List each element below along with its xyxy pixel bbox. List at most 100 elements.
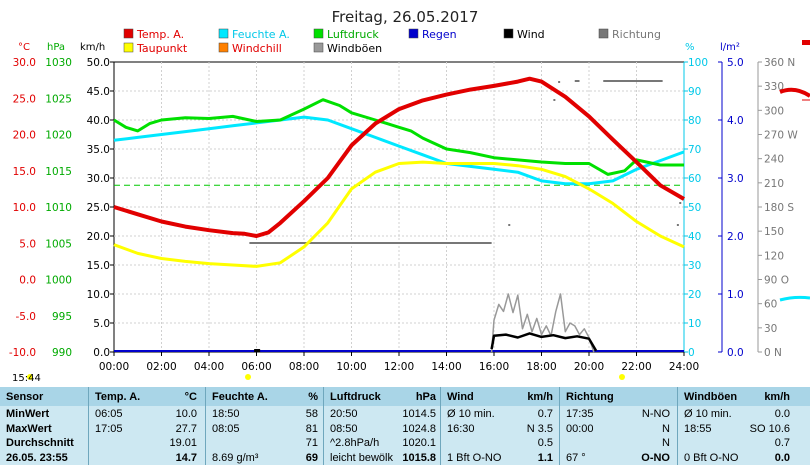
x-tick-label: 12:00 [384, 361, 414, 373]
series-taupunkt [113, 160, 685, 268]
hum-tick-label: 10 [688, 318, 701, 330]
direction-point [676, 224, 679, 226]
press-unit: hPa [47, 42, 65, 53]
hum-tick-label: 0 [688, 347, 695, 359]
stats-cell-time: 0 Bft O-NO [684, 451, 739, 464]
hum-unit: % [685, 42, 695, 53]
wind-tick-label: 0.0 [93, 347, 110, 359]
stats-cell-value: 0.0 [774, 408, 790, 420]
column-separator [88, 387, 89, 465]
rain-tick-label: 0.0 [727, 347, 744, 359]
stats-cell-value: 0.7 [774, 437, 790, 449]
stats-cell-value: SO 10.6 [749, 422, 790, 435]
legend-swatch [313, 28, 324, 39]
hum-tick-label: 70 [688, 144, 701, 156]
stats-cell-value: 1015.8 [402, 451, 436, 464]
stats-cell-value: 58 [305, 408, 318, 420]
stats-cell-value: N-NO [641, 408, 670, 420]
rain-unit: l/m² [720, 42, 740, 53]
rain-tick-label: 3.0 [727, 173, 744, 185]
legend-swatch [218, 42, 229, 53]
x-tick-label: 14:00 [431, 361, 461, 373]
sun-icon [27, 374, 33, 380]
legend-swatch [313, 42, 324, 53]
press-tick-label: 1010 [45, 202, 72, 214]
legend-swatch [408, 28, 419, 39]
temp-tick-label: 15.0 [13, 166, 36, 178]
stats-cell-value: N [662, 437, 670, 449]
x-tick-label: 10:00 [336, 361, 366, 373]
temp-tick-label: 25.0 [13, 93, 36, 105]
legend-swatch [503, 28, 514, 39]
dir-tick-label: 270 W [764, 130, 798, 142]
stats-header-label: Windböen [684, 391, 738, 403]
x-tick-label: 06:00 [241, 361, 271, 373]
stats-cell-time: 08:05 [212, 422, 240, 435]
stats-cell-value: 0.0 [774, 451, 790, 464]
stats-cell-time: 17:35 [566, 408, 594, 420]
stats-header-unit: km/h [764, 391, 790, 403]
temp-unit: °C [18, 42, 30, 53]
column-separator [205, 387, 206, 465]
legend-swatch [123, 42, 134, 53]
stats-cell-value: 27.7 [175, 422, 197, 435]
temp-tick-label: -10.0 [9, 347, 36, 359]
stats-cell-time: 18:55 [684, 422, 712, 435]
hum-tick-label: 40 [688, 231, 701, 243]
stats-cell-time: 08:50 [330, 422, 358, 435]
stats-cell-value: 1024.8 [402, 422, 436, 435]
wind-tick-label: 50.0 [87, 57, 110, 69]
x-tick-label: 18:00 [526, 361, 556, 373]
x-tick-label: 00:00 [99, 361, 129, 373]
weather-chart: Freitag, 26.05.2017 Temp. A.Taupunkt Feuc… [8, 8, 810, 384]
hum-tick-label: 30 [688, 260, 701, 272]
stats-cell-value: 1014.5 [402, 408, 436, 420]
hum-tick-label: 60 [688, 173, 701, 185]
x-tick-label: 22:00 [621, 361, 651, 373]
column-separator [559, 387, 560, 465]
direction-point [679, 202, 682, 204]
legend-label: Wind [517, 28, 545, 41]
legend-label: Windchill [232, 42, 282, 55]
press-tick-label: 1015 [45, 166, 72, 178]
stats-row-label: MinWert [6, 408, 50, 420]
legend-swatch [123, 28, 134, 39]
series-layer [113, 76, 686, 353]
hum-tick-label: 20 [688, 289, 701, 301]
stats-header-unit: % [308, 391, 318, 403]
stats-header-label: Temp. A. [95, 391, 141, 403]
stats-cell-value: N [662, 422, 670, 435]
stats-cell-time: 20:50 [330, 408, 358, 420]
wind-point [254, 349, 261, 352]
series-temp-a- [113, 76, 686, 238]
rain-tick-label: 5.0 [727, 57, 744, 69]
dir-tick-label: 360 N [764, 57, 795, 69]
dir-tick-label: 120 [764, 250, 784, 262]
stats-cell-time: Ø 10 min. [447, 408, 495, 420]
stats-cell-value: 1.1 [537, 451, 553, 464]
legend-swatch [598, 28, 609, 39]
stats-cell-time: leicht bewölk [330, 451, 393, 464]
temp-tick-label: -5.0 [16, 311, 37, 323]
stats-cell-value: O-NO [641, 451, 670, 464]
hum-tick-label: 100 [688, 57, 708, 69]
dir-tick-label: 330 [764, 81, 784, 93]
stats-cell-value: 1020.1 [402, 437, 436, 449]
x-tick-label: 20:00 [574, 361, 604, 373]
axis-ticks: 30.025.020.015.010.05.00.0-5.0-10.010301… [9, 57, 799, 373]
legend-swatch [218, 28, 229, 39]
stats-cell-time: 16:30 [447, 422, 475, 435]
temp-tick-label: 30.0 [13, 57, 36, 69]
legend-label: Taupunkt [136, 42, 188, 55]
dir-tick-label: 300 [764, 105, 784, 117]
stats-cell-time: 17:05 [95, 422, 123, 435]
stats-cell-value: 19.01 [169, 437, 197, 449]
hum-tick-label: 50 [688, 202, 701, 214]
temp-tick-label: 0.0 [19, 275, 36, 287]
wind-tick-label: 30.0 [87, 173, 110, 185]
stats-row-label: MaxWert [6, 422, 52, 435]
stats-cell-time: Ø 10 min. [684, 408, 732, 420]
dir-tick-label: 60 [764, 299, 777, 311]
edge-humidity-curve [779, 295, 810, 302]
edge-marker [802, 40, 810, 45]
